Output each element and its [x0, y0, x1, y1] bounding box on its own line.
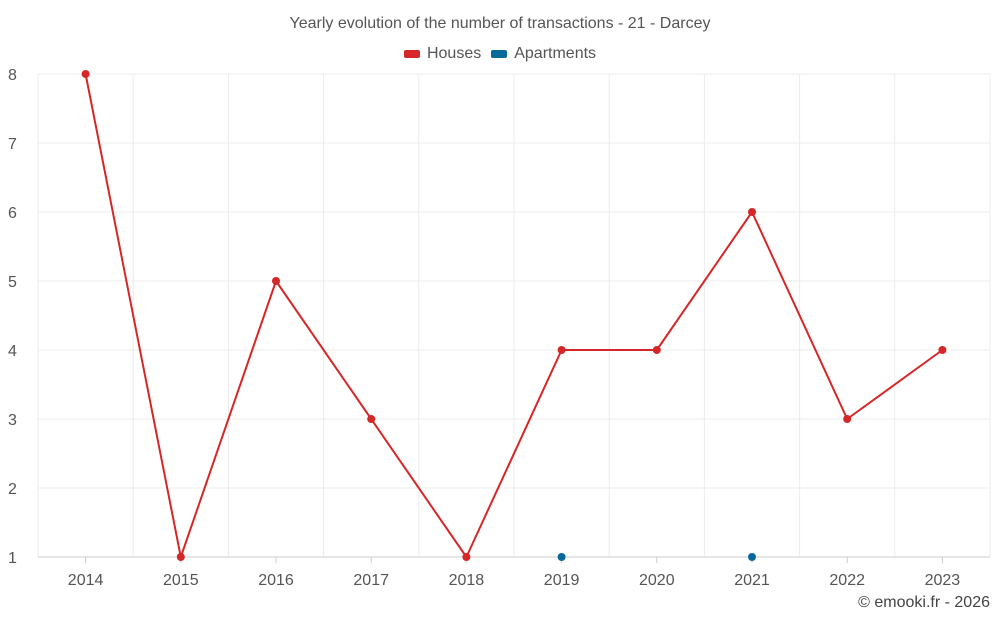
y-tick-label: 5: [8, 274, 17, 291]
data-point-houses-2014: [81, 70, 90, 78]
x-tick-label: 2014: [68, 572, 104, 589]
legend-label-houses: Houses: [426, 45, 482, 62]
x-tick-label: 2015: [163, 572, 199, 589]
x-tick-label: 2016: [258, 572, 294, 589]
legend-item-houses[interactable]: Houses: [403, 45, 482, 63]
data-point-houses-2019: [557, 346, 566, 354]
y-tick-label: 2: [8, 481, 17, 498]
chart-title: Yearly evolution of the number of transa…: [289, 15, 711, 32]
legend-swatch-apartments: [491, 50, 508, 58]
data-point-houses-2015: [176, 553, 185, 561]
x-tick-label: 2021: [734, 572, 770, 589]
data-point-houses-2022: [843, 415, 852, 423]
y-tick-label: 6: [8, 205, 17, 222]
data-point-houses-2016: [272, 277, 280, 285]
data-point-apartments-2021: [748, 553, 756, 561]
footer-credit: © emooki.fr - 2026: [858, 594, 990, 611]
data-point-apartments-2019: [557, 553, 566, 561]
series-line-houses: [84, 73, 943, 558]
y-tick-label: 8: [8, 67, 17, 84]
data-point-houses-2020: [652, 346, 661, 354]
x-tick-label: 2017: [353, 572, 389, 589]
legend-item-apartments[interactable]: Apartments: [491, 45, 596, 63]
y-tick-label: 4: [8, 343, 17, 360]
data-point-houses-2023: [938, 346, 947, 354]
x-tick-label: 2023: [925, 572, 961, 589]
x-tick-label: 2022: [829, 572, 865, 589]
x-tick-label: 2018: [449, 572, 485, 589]
x-tick-label: 2019: [544, 572, 580, 589]
y-tick-label: 3: [8, 412, 17, 429]
data-point-houses-2017: [367, 415, 376, 423]
legend-label-apartments: Apartments: [514, 45, 597, 62]
y-tick-label: 7: [8, 136, 17, 153]
y-tick-label: 1: [8, 550, 17, 567]
legend-swatch-houses: [403, 50, 420, 58]
chart-legend: Houses Apartments: [0, 45, 1000, 63]
data-point-houses-2021: [748, 208, 756, 216]
x-tick-label: 2020: [639, 572, 675, 589]
data-point-houses-2018: [462, 553, 471, 561]
